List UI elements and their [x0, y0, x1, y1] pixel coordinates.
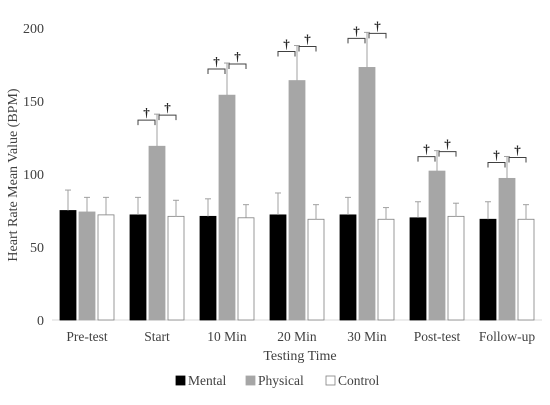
bar-mental-4	[339, 214, 357, 321]
bar-mental-6	[479, 218, 497, 321]
legend-label-mental: Mental	[188, 373, 226, 388]
bar-mental-3	[269, 214, 287, 321]
axes: 0 50 100 150 200 Pre-test Start 10 Min 20 Min 30 …	[23, 22, 542, 344]
x-tick-label: 10 Min	[207, 329, 247, 344]
x-tick-label: Follow-up	[479, 329, 536, 344]
bar-mental-5	[409, 217, 427, 321]
bracket-physical-control	[508, 156, 527, 163]
bar-physical-1	[148, 145, 166, 321]
bar-control-3	[307, 218, 325, 321]
y-axis-title: Heart Rate Mean Value (BPM)	[6, 88, 21, 261]
bracket-physical-control	[298, 46, 317, 52]
bar-physical-4	[358, 67, 376, 321]
bracket-physical-control	[228, 63, 247, 70]
bracket-mental-physical	[347, 37, 366, 44]
bar-physical-3	[288, 80, 306, 321]
dagger-symbol: †	[353, 23, 360, 38]
bar-mental-0	[59, 210, 77, 321]
bar-control-4	[377, 218, 395, 321]
dagger-symbol: †	[374, 18, 381, 33]
bar-control-6	[517, 218, 535, 321]
legend-swatch-physical	[245, 375, 256, 386]
x-tick-label: 30 Min	[347, 329, 387, 344]
legend-label-control: Control	[338, 373, 380, 388]
significance-annotations: † † † † † † † † † † † †	[137, 18, 527, 168]
bracket-physical-control	[368, 32, 387, 39]
bar-physical-0	[78, 211, 96, 321]
bar-physical-2	[218, 94, 236, 321]
bar-mental-2	[199, 215, 217, 321]
bracket-physical-control	[158, 114, 177, 121]
bracket-mental-physical	[277, 51, 296, 57]
bracket-mental-physical	[417, 156, 436, 162]
bracket-physical-control	[438, 151, 457, 157]
dagger-symbol: †	[493, 147, 500, 162]
x-tick-label: 20 Min	[277, 329, 317, 344]
bracket-mental-physical	[207, 68, 226, 75]
y-tick-label: 100	[23, 168, 44, 183]
dagger-symbol: †	[143, 105, 150, 120]
y-tick-label: 200	[23, 22, 44, 37]
bracket-mental-physical	[137, 119, 156, 126]
x-tick-label: Post-test	[414, 329, 461, 344]
bar-control-0	[97, 214, 115, 321]
legend: Mental Physical Control	[175, 373, 380, 388]
dagger-symbol: †	[423, 142, 430, 157]
legend-swatch-mental	[175, 375, 186, 386]
dagger-symbol: †	[283, 37, 290, 52]
dagger-symbol: †	[444, 137, 451, 152]
y-tick-label: 150	[23, 95, 44, 110]
x-tick-label: Start	[144, 329, 170, 344]
bar-physical-5	[428, 170, 446, 321]
legend-label-physical: Physical	[258, 373, 304, 388]
dagger-symbol: †	[514, 142, 521, 157]
bars	[59, 31, 535, 321]
y-tick-label: 50	[30, 241, 44, 256]
x-tick-label: Pre-test	[66, 329, 107, 344]
bar-control-5	[447, 215, 465, 321]
x-axis-title: Testing Time	[263, 349, 336, 364]
dagger-symbol: †	[164, 100, 171, 115]
legend-swatch-control	[325, 375, 336, 386]
dagger-symbol: †	[234, 49, 241, 64]
bracket-mental-physical	[487, 161, 506, 168]
bar-control-2	[237, 217, 255, 321]
y-tick-label: 0	[37, 314, 44, 329]
dagger-symbol: †	[213, 54, 220, 69]
bar-mental-1	[129, 214, 147, 321]
bar-control-1	[167, 215, 185, 321]
bar-physical-6	[498, 177, 516, 321]
dagger-symbol: †	[304, 32, 311, 47]
